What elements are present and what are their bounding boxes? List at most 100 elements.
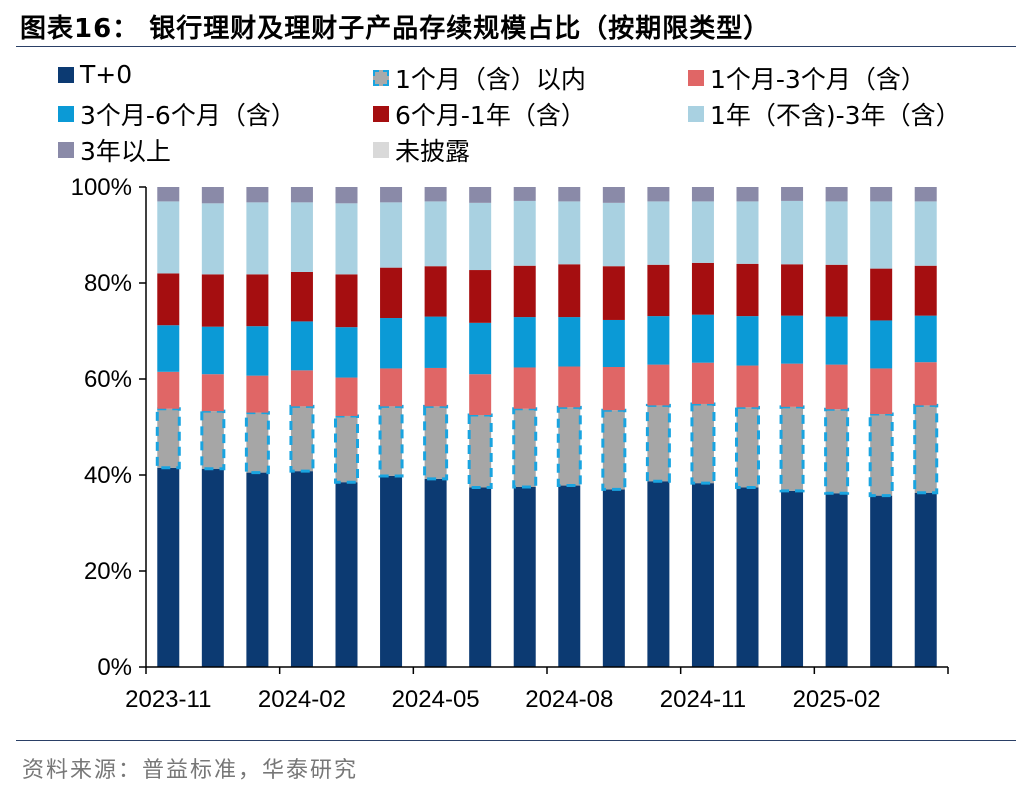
- bar-segment: [201, 468, 224, 667]
- bar-segment: [870, 187, 893, 202]
- bar-segment: [691, 262, 714, 315]
- bar-segment: [779, 405, 805, 493]
- bar-segment: [558, 485, 581, 667]
- bar-segment: [246, 326, 269, 376]
- bar-segment: [914, 187, 937, 202]
- bar-segment: [157, 273, 180, 326]
- legend-label: T+0: [80, 60, 133, 89]
- stacked-bar-chart: 0% 20% 40% 60% 80% 100% 2023-11 2024-02 2024-05 2…: [71, 174, 949, 713]
- bar-segment: [781, 490, 804, 667]
- bar-segment: [645, 403, 671, 483]
- bar-segment: [290, 202, 313, 272]
- bar-segment: [155, 407, 181, 470]
- bar-segment: [691, 362, 714, 404]
- legend-label: 6个月-1年（含）: [395, 101, 586, 130]
- footer-rule: [16, 740, 1016, 741]
- bar-segment: [513, 367, 536, 409]
- bar-segment: [335, 203, 358, 275]
- bar-segment: [512, 407, 538, 489]
- bar-segment: [914, 201, 937, 266]
- legend-item-3y-plus: 3年以上: [58, 132, 171, 168]
- bar-segment: [513, 187, 536, 201]
- bar-segment: [781, 315, 804, 364]
- bar-segment: [691, 187, 714, 202]
- legend-swatch: [373, 70, 389, 86]
- bar-segment: [513, 200, 536, 266]
- bar-segment: [602, 266, 625, 320]
- x-tick-label: 2024-08: [525, 686, 613, 713]
- bar-segment: [736, 187, 759, 202]
- x-tick-label: 2024-11: [660, 686, 746, 713]
- bar-segment: [424, 367, 447, 407]
- bar-segment: [690, 402, 716, 485]
- bar-segment: [469, 322, 492, 375]
- bar-segment: [736, 487, 759, 667]
- bar-segment: [469, 202, 492, 271]
- bar-segment: [201, 187, 224, 204]
- legend-swatch: [58, 106, 74, 122]
- y-tick-label: 0%: [97, 654, 132, 681]
- bar-segment: [289, 404, 315, 473]
- bar-segment: [914, 492, 937, 667]
- bar-segment: [380, 187, 403, 203]
- page-title: 图表16： 银行理财及理财子产品存续规模占比（按期限类型）: [20, 14, 771, 44]
- bar-segment: [201, 374, 224, 412]
- bar-segment: [378, 404, 404, 478]
- bar-segment: [736, 201, 759, 264]
- y-tick-label: 20%: [84, 558, 132, 585]
- legend-label: 1个月-3个月（含）: [710, 65, 926, 94]
- legend-swatch: [58, 66, 74, 83]
- bar-segment: [556, 405, 582, 488]
- bar-segment: [290, 471, 313, 667]
- bar-segment: [335, 327, 358, 378]
- bar-segment: [825, 201, 848, 265]
- bar-segment: [602, 187, 625, 203]
- bar-segment: [691, 314, 714, 363]
- bar-segment: [647, 264, 670, 317]
- bar-segment: [781, 187, 804, 201]
- bar-segment: [824, 407, 850, 495]
- bar-segment: [467, 413, 493, 489]
- bar-segment: [558, 366, 581, 408]
- bar-segment: [335, 482, 358, 667]
- legend-label: 3个月-6个月（含）: [80, 101, 296, 130]
- bar-segment: [914, 362, 937, 406]
- bar-segment: [647, 187, 670, 202]
- bar-segment: [558, 187, 581, 202]
- bar-segment: [558, 264, 581, 318]
- bar-segment: [290, 321, 313, 371]
- bar-segment: [647, 201, 670, 265]
- bar-segment: [558, 201, 581, 265]
- bar-segment: [513, 265, 536, 318]
- bar-segment: [601, 408, 627, 491]
- legend-item-6m-1y: 6个月-1年（含）: [373, 96, 586, 132]
- legend-item-3m-6m: 3个月-6个月（含）: [58, 96, 296, 132]
- bar-segment: [157, 201, 180, 274]
- bar-segment: [201, 203, 224, 275]
- y-tick-label: 100%: [71, 174, 132, 201]
- bar-segment: [201, 326, 224, 375]
- bar-segment: [424, 187, 447, 202]
- bar-segment: [290, 370, 313, 407]
- bar-segment: [424, 478, 447, 667]
- bar-segment: [913, 403, 939, 495]
- legend-swatch: [58, 142, 74, 158]
- bar-segment: [157, 371, 180, 409]
- bar-segment: [914, 265, 937, 316]
- legend-item-1m-3m: 1个月-3个月（含）: [688, 60, 926, 96]
- legend-item-1m: 1个月（含）以内: [373, 60, 586, 96]
- bar-segment: [602, 367, 625, 411]
- bar-segment: [469, 187, 492, 203]
- bar-segment: [380, 368, 403, 407]
- y-tick-label: 40%: [84, 462, 132, 489]
- bar-segment: [335, 377, 358, 416]
- bar-segment: [602, 319, 625, 367]
- legend-label: 3年以上: [80, 137, 171, 166]
- bar-segment: [157, 467, 180, 667]
- legend-item-undisclosed: 未披露: [373, 132, 470, 168]
- bar-segment: [870, 320, 893, 369]
- bar-segment: [157, 325, 180, 372]
- bar-segment: [335, 187, 358, 204]
- bar-segment: [157, 187, 180, 202]
- bar-segment: [380, 202, 403, 268]
